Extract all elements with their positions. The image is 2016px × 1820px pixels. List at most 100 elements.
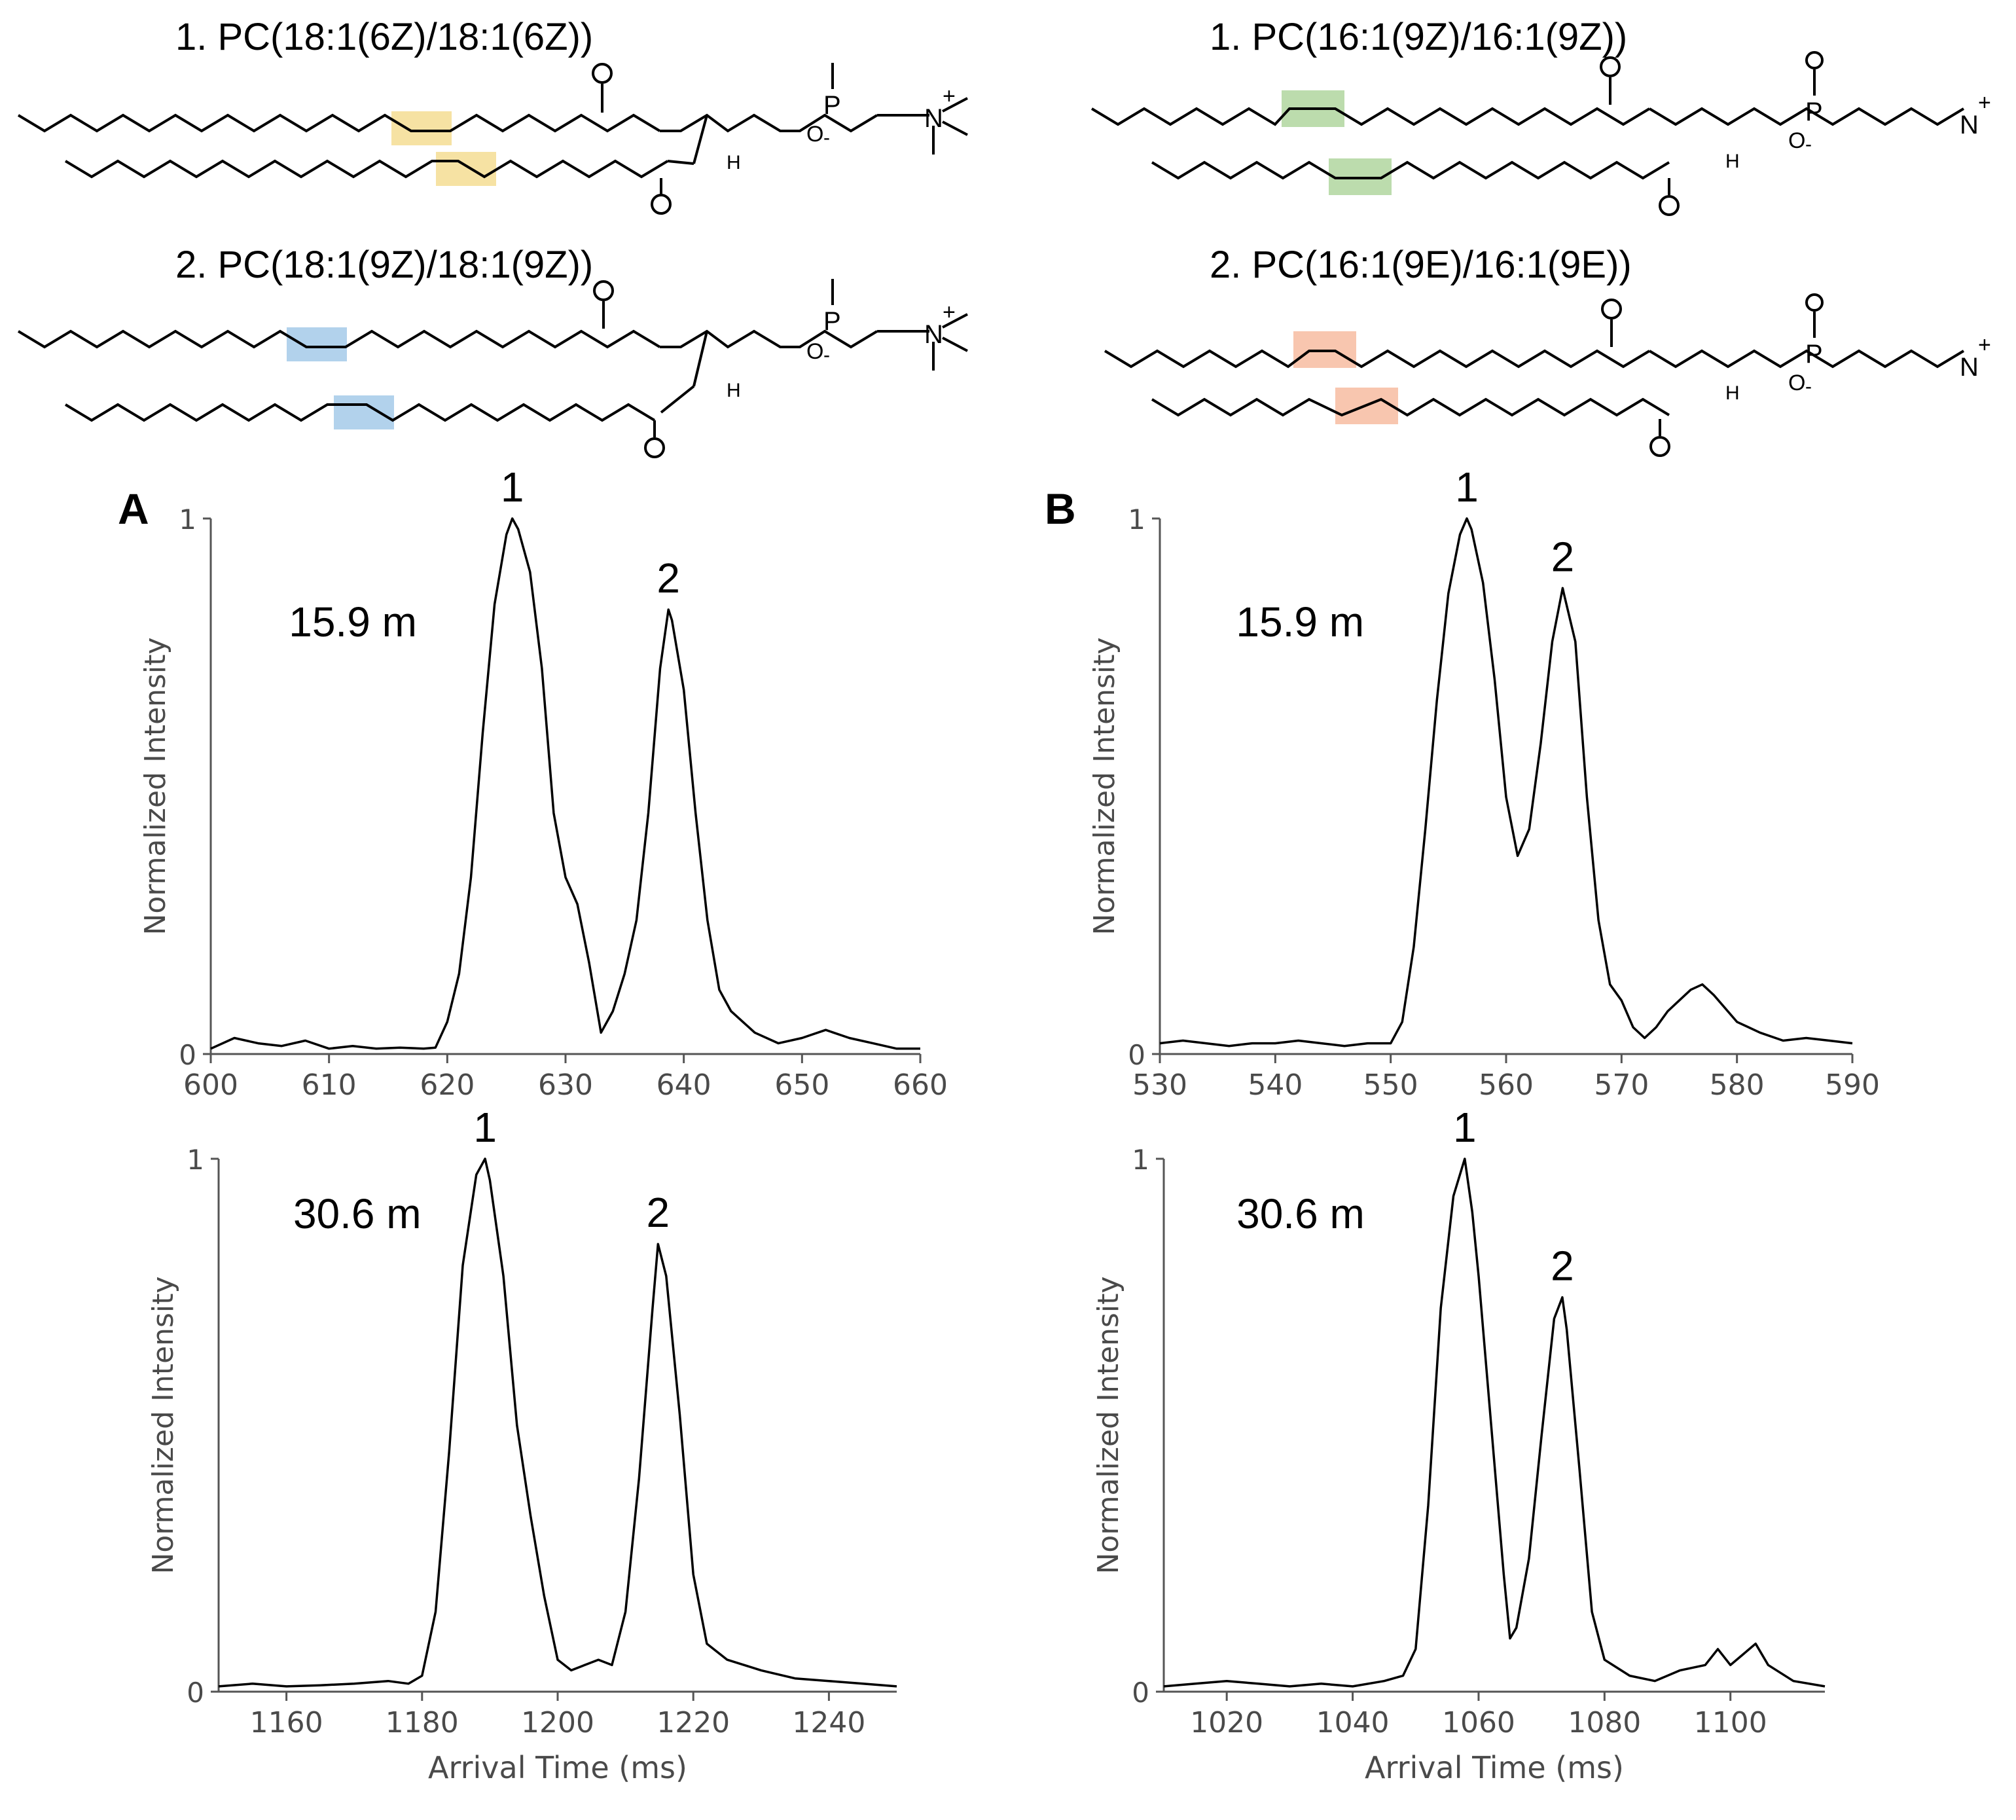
acyl-chain — [1151, 160, 1670, 180]
oxygen-label: O — [1788, 371, 1805, 395]
x-tick-label: 1060 — [1442, 1706, 1515, 1739]
x-tick-label: 590 — [1825, 1068, 1880, 1102]
oxygen-atom — [593, 280, 614, 301]
glycerol-bond — [693, 115, 708, 164]
acyl-chain — [17, 329, 661, 349]
x-tick-label: 620 — [420, 1068, 475, 1102]
peak-label: 2 — [657, 555, 680, 602]
x-tick-label: 640 — [657, 1068, 711, 1102]
oxygen-atom — [644, 437, 665, 458]
compound-label-b1: 1. PC(16:1(9Z)/16:1(9Z)) — [1210, 16, 1627, 58]
structure-a2: 2. PC(18:1(9Z)/18:1(9Z)) P O - N + H — [17, 244, 968, 458]
x-tick-label: 1020 — [1190, 1706, 1263, 1739]
x-tick-label: 530 — [1132, 1068, 1187, 1102]
x-tick-label: 630 — [538, 1068, 593, 1102]
choline-bond — [942, 313, 968, 329]
acyl-chain — [64, 159, 669, 179]
peak-label: 2 — [1551, 1243, 1574, 1290]
double-bond-highlight — [391, 111, 452, 145]
data-line — [1159, 517, 1853, 1047]
x-tick-label: 1220 — [657, 1706, 730, 1739]
compound-label-a1: 1. PC(18:1(6Z)/18:1(6Z)) — [175, 16, 593, 58]
y-axis-label: Normalized Intensity — [1088, 637, 1121, 935]
data-line — [1163, 1157, 1826, 1688]
x-tick-label: 610 — [302, 1068, 357, 1102]
y-tick-label: 0 — [179, 1039, 196, 1071]
nitrogen-atom: N — [924, 104, 943, 133]
y-tick-label: 1 — [187, 1144, 204, 1176]
panel-letter: A — [118, 484, 149, 533]
oxygen-atom — [651, 194, 672, 215]
hydrogen-atom: H — [1725, 151, 1740, 172]
charge-plus: + — [943, 84, 956, 109]
path-length-annotation: 30.6 m — [1236, 1190, 1365, 1237]
x-tick-label: 650 — [774, 1068, 829, 1102]
phosphorus-atom: P — [823, 91, 841, 120]
x-tick-label: 1240 — [792, 1706, 865, 1739]
chart-panels: 600 610 620 630 640 650 660 0 1 Normalized Intens… — [118, 464, 1880, 1785]
oxygen-label: O — [1788, 128, 1805, 153]
charge-minus: - — [823, 127, 830, 149]
oxygen-label: O — [806, 122, 823, 147]
hydrogen-atom: H — [727, 152, 741, 173]
charge-minus: - — [823, 344, 830, 366]
oxygen-atom — [1805, 51, 1824, 69]
x-tick-label: 1200 — [521, 1706, 594, 1739]
oxygen-atom — [1805, 293, 1824, 312]
double-bond-highlight — [334, 395, 394, 429]
x-tick-label: 1160 — [250, 1706, 323, 1739]
path-length-annotation: 15.9 m — [289, 598, 417, 646]
y-tick-label: 1 — [1132, 1144, 1149, 1176]
peak-label: 2 — [1551, 533, 1575, 580]
x-tick-label: 580 — [1710, 1068, 1765, 1102]
y-axis-label: Normalized Intensity — [1092, 1276, 1125, 1574]
y-tick-label: 0 — [1128, 1039, 1145, 1071]
glycerol-bond — [660, 385, 695, 414]
oxygen-atom — [592, 63, 613, 84]
peak-label: 1 — [473, 1104, 497, 1151]
double-bond-highlight — [287, 327, 347, 361]
oxygen-atom — [1601, 299, 1622, 319]
nitrogen-atom: N — [1960, 353, 1979, 382]
x-tick-label: 660 — [893, 1068, 948, 1102]
y-tick-label: 0 — [187, 1677, 204, 1709]
data-line — [210, 517, 920, 1050]
peak-label: 2 — [647, 1189, 670, 1236]
structure-b1: 1. PC(16:1(9Z)/16:1(9Z)) P O - N + H — [1090, 16, 1991, 216]
x-tick-label: 570 — [1594, 1068, 1649, 1102]
nitrogen-atom: N — [1960, 111, 1979, 139]
choline-bond — [942, 97, 968, 113]
double-bond-highlight — [436, 152, 496, 186]
glycerol-backbone — [660, 329, 878, 349]
x-tick-label: 1080 — [1568, 1706, 1641, 1739]
chart-panel: 600 610 620 630 640 650 660 0 1 Normalized Intens… — [118, 464, 948, 1102]
charge-minus: - — [1805, 134, 1812, 155]
x-tick-label: 600 — [183, 1068, 238, 1102]
phosphorus-atom: P — [823, 307, 841, 336]
y-tick-label: 1 — [179, 503, 196, 536]
oxygen-atom — [1649, 436, 1670, 457]
peak-label: 1 — [1455, 464, 1479, 511]
y-axis-label: Normalized Intensity — [147, 1276, 180, 1574]
structure-b2: 2. PC(16:1(9E)/16:1(9E)) P O - N + H — [1104, 244, 1991, 457]
x-tick-label: 1180 — [386, 1706, 459, 1739]
structure-a1: 1. PC(18:1(6Z)/18:1(6Z)) P O - N + H — [17, 16, 968, 215]
nitrogen-atom: N — [924, 320, 943, 349]
charge-plus: + — [1978, 333, 1991, 357]
choline-bond — [942, 120, 968, 136]
y-axis-label: Normalized Intensity — [139, 637, 172, 935]
x-tick-label: 560 — [1479, 1068, 1534, 1102]
chemical-structures: 1. PC(18:1(6Z)/18:1(6Z)) P O - N + H — [17, 16, 1991, 458]
hydrogen-atom: H — [727, 380, 741, 401]
oxygen-atom — [1659, 195, 1680, 216]
acyl-chain — [17, 113, 661, 133]
compound-label-a2: 2. PC(18:1(9Z)/18:1(9Z)) — [175, 244, 593, 286]
x-axis-label: Arrival Time (ms) — [1365, 1750, 1624, 1785]
acyl-chain — [1151, 397, 1670, 417]
hydrogen-atom: H — [1725, 382, 1740, 404]
panel-letter: B — [1045, 484, 1076, 533]
x-tick-label: 1100 — [1694, 1706, 1767, 1739]
chart-panel: 1160 1180 1200 1220 1240 0 1 Normalized Intensi… — [147, 1104, 897, 1785]
glycerol-bond — [667, 160, 694, 165]
choline-bond — [942, 337, 968, 352]
